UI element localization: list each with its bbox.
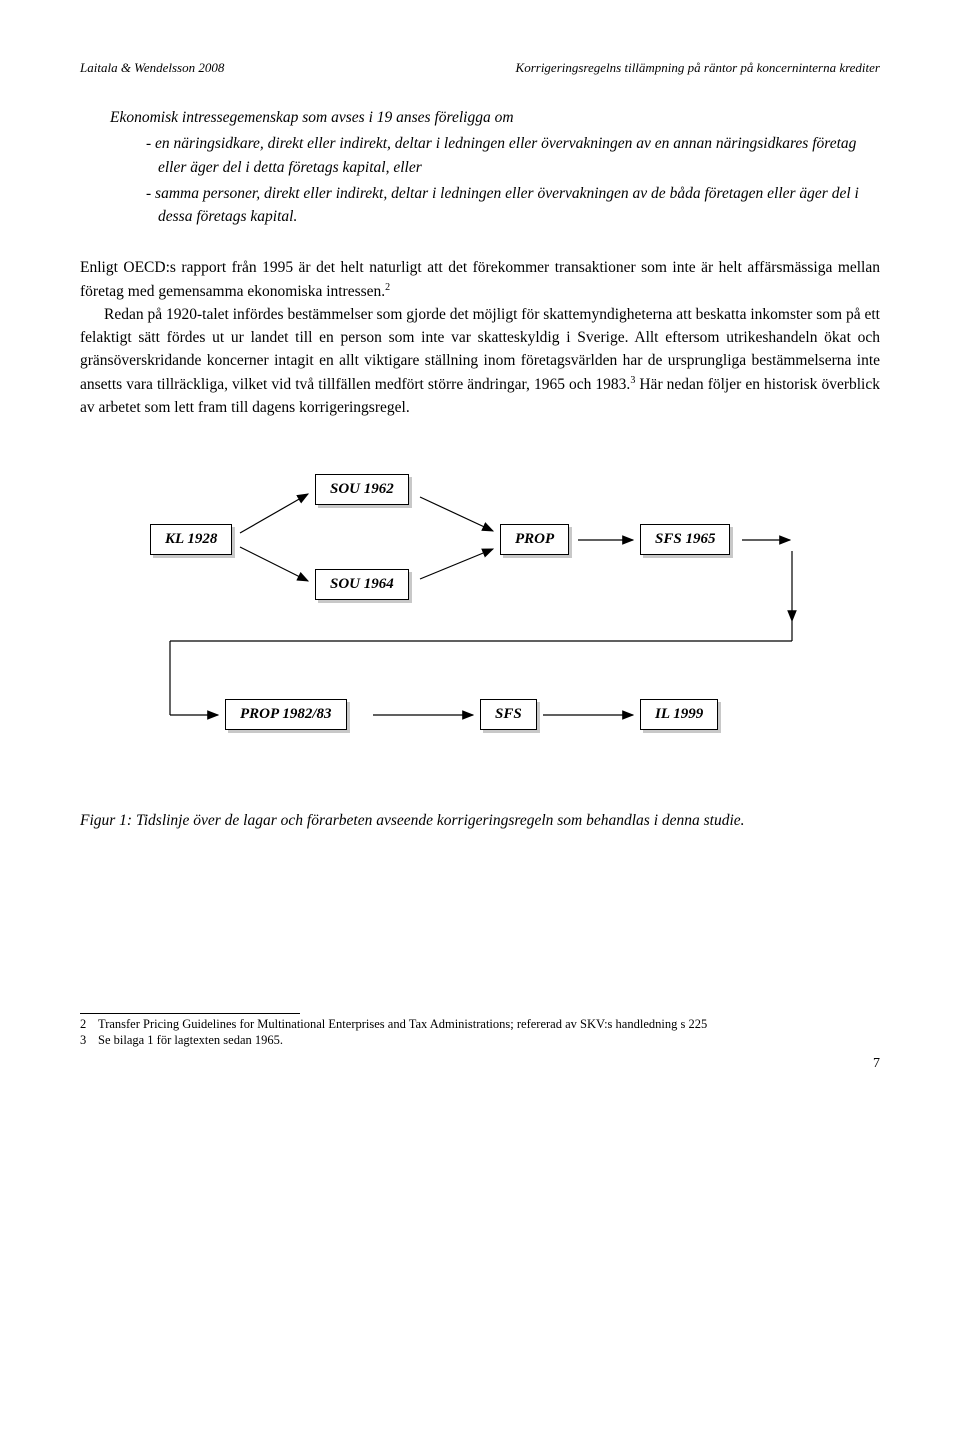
node-kl-1928: KL 1928: [150, 524, 232, 555]
footnote-2-num: 2: [80, 1016, 98, 1032]
body-para-1: Enligt OECD:s rapport från 1995 är det h…: [80, 256, 880, 303]
footnote-3: 3 Se bilaga 1 för lagtexten sedan 1965.: [80, 1032, 880, 1048]
footnotes: 2 Transfer Pricing Guidelines for Multin…: [80, 1016, 880, 1049]
header-left: Laitala & Wendelsson 2008: [80, 60, 224, 76]
node-il-1999: IL 1999: [640, 699, 718, 730]
header-right: Korrigeringsregelns tillämpning på ränto…: [516, 60, 880, 76]
footnote-ref-2: 2: [385, 282, 390, 293]
node-sou-1962: SOU 1962: [315, 474, 409, 505]
page-number: 7: [80, 1056, 880, 1072]
body-p1-text: Enligt OECD:s rapport från 1995 är det h…: [80, 259, 880, 299]
node-sfs-1965: SFS 1965: [640, 524, 730, 555]
intro-bullet1: - en näringsidkare, direkt eller indirek…: [158, 132, 880, 179]
intro-bullet2: - samma personer, direkt eller indirekt,…: [158, 182, 880, 229]
figure-caption: Figur 1: Tidslinje över de lagar och för…: [80, 809, 880, 832]
node-sfs: SFS: [480, 699, 537, 730]
footnote-2: 2 Transfer Pricing Guidelines for Multin…: [80, 1016, 880, 1032]
intro-block: Ekonomisk intressegemenskap som avses i …: [80, 106, 880, 228]
node-sou-1964: SOU 1964: [315, 569, 409, 600]
body-para-2: Redan på 1920-talet infördes bestämmelse…: [80, 303, 880, 419]
footnote-2-text: Transfer Pricing Guidelines for Multinat…: [98, 1016, 707, 1032]
footnote-3-num: 3: [80, 1032, 98, 1048]
node-prop: PROP: [500, 524, 569, 555]
footnote-3-text: Se bilaga 1 för lagtexten sedan 1965.: [98, 1032, 283, 1048]
flowchart-diagram: KL 1928 SOU 1962 SOU 1964 PROP SFS 1965 …: [80, 469, 880, 769]
node-prop-1982-83: PROP 1982/83: [225, 699, 347, 730]
intro-line1: Ekonomisk intressegemenskap som avses i …: [110, 106, 880, 129]
page-header: Laitala & Wendelsson 2008 Korrigeringsre…: [80, 60, 880, 76]
